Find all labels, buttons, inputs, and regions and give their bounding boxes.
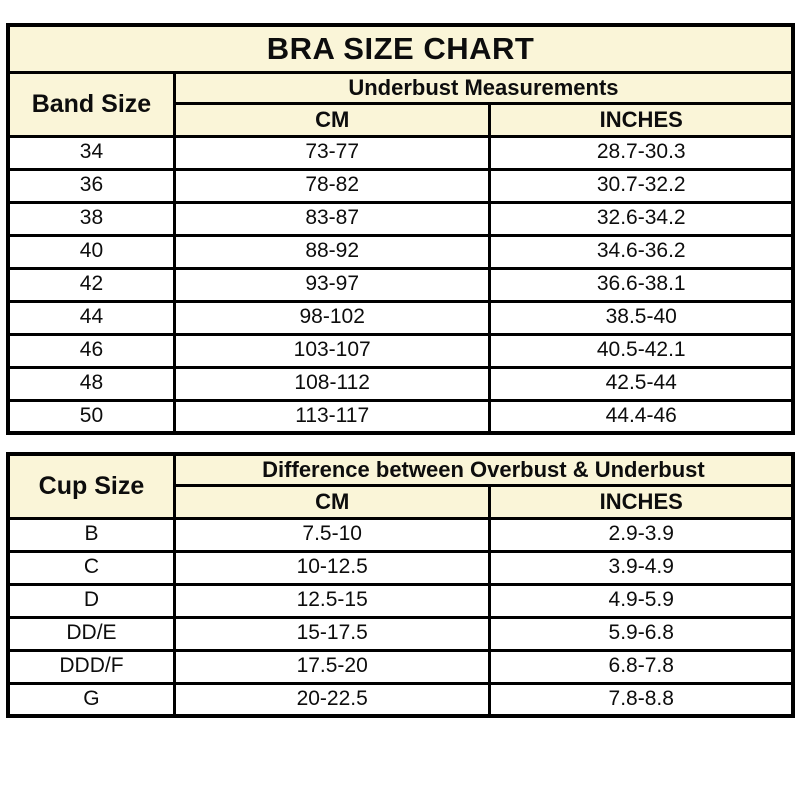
inches-range-value: 38.5-40: [488, 299, 795, 336]
table-row: 50 113-117 44.4-46: [6, 398, 795, 435]
band-size-value: 34: [6, 134, 176, 171]
title-row: BRA SIZE CHART: [6, 23, 795, 74]
inches-range-value: 5.9-6.8: [488, 615, 795, 652]
inches-range-value: 4.9-5.9: [488, 582, 795, 619]
sub-header-row: CM INCHES: [8, 101, 795, 138]
band-size-value: 44: [6, 299, 176, 336]
table-row: 38 83-87 32.6-34.2: [6, 200, 795, 237]
table-row: D 12.5-15 4.9-5.9: [6, 582, 795, 619]
cm-range-value: 98-102: [172, 299, 492, 336]
cm-range-value: 113-117: [172, 398, 492, 435]
difference-overbust-underbust-header: Difference between Overbust & Underbust: [172, 452, 795, 487]
band-size-value: 42: [6, 266, 176, 303]
table-row: 48 108-112 42.5-44: [6, 365, 795, 402]
inches-range-value: 7.8-8.8: [488, 681, 795, 718]
table-row: B 7.5-10 2.9-3.9: [6, 516, 795, 553]
cm-range-value: 103-107: [172, 332, 492, 369]
table-row: DD/E 15-17.5 5.9-6.8: [6, 615, 795, 652]
table-row: 42 93-97 36.6-38.1: [6, 266, 795, 303]
table-row: G 20-22.5 7.8-8.8: [6, 681, 795, 718]
band-size-header: Band Size: [6, 70, 176, 138]
sub-header-row: CM INCHES: [8, 483, 795, 520]
cm-range-value: 15-17.5: [172, 615, 492, 652]
cup-size-value: B: [6, 516, 176, 553]
band-size-value: 40: [6, 233, 176, 270]
cm-range-value: 88-92: [172, 233, 492, 270]
inches-range-value: 28.7-30.3: [488, 134, 795, 171]
band-size-value: 38: [6, 200, 176, 237]
inches-range-value: 36.6-38.1: [488, 266, 795, 303]
cm-range-value: 7.5-10: [172, 516, 492, 553]
table-row: 46 103-107 40.5-42.1: [6, 332, 795, 369]
inches-column-header: INCHES: [488, 483, 795, 520]
cup-size-value: DD/E: [6, 615, 176, 652]
cup-size-header: Cup Size: [6, 452, 176, 520]
cm-range-value: 20-22.5: [172, 681, 492, 718]
group-header-row: Band Size Underbust Measurements: [6, 70, 795, 138]
cup-size-value: G: [6, 681, 176, 718]
table-row: 44 98-102 38.5-40: [6, 299, 795, 336]
chart-title: BRA SIZE CHART: [6, 23, 795, 74]
cup-size-table: Cup Size Difference between Overbust & U…: [6, 452, 795, 718]
inches-range-value: 40.5-42.1: [488, 332, 795, 369]
cup-size-value: D: [6, 582, 176, 619]
band-size-table: BRA SIZE CHART Band Size Underbust Measu…: [6, 23, 795, 435]
table-row: 34 73-77 28.7-30.3: [6, 134, 795, 171]
band-size-value: 46: [6, 332, 176, 369]
cm-range-value: 12.5-15: [172, 582, 492, 619]
band-size-value: 48: [6, 365, 176, 402]
inches-range-value: 32.6-34.2: [488, 200, 795, 237]
inches-range-value: 44.4-46: [488, 398, 795, 435]
band-size-value: 36: [6, 167, 176, 204]
underbust-measurements-header: Underbust Measurements: [172, 70, 795, 105]
cup-size-value: DDD/F: [6, 648, 176, 685]
cm-range-value: 83-87: [172, 200, 492, 237]
cm-range-value: 73-77: [172, 134, 492, 171]
cm-column-header: CM: [172, 101, 492, 138]
cm-range-value: 78-82: [172, 167, 492, 204]
table-row: 40 88-92 34.6-36.2: [6, 233, 795, 270]
inches-range-value: 34.6-36.2: [488, 233, 795, 270]
table-row: DDD/F 17.5-20 6.8-7.8: [6, 648, 795, 685]
group-header-row: Cup Size Difference between Overbust & U…: [6, 452, 795, 520]
cup-size-value: C: [6, 549, 176, 586]
inches-range-value: 6.8-7.8: [488, 648, 795, 685]
inches-range-value: 3.9-4.9: [488, 549, 795, 586]
cm-range-value: 108-112: [172, 365, 492, 402]
table-row: C 10-12.5 3.9-4.9: [6, 549, 795, 586]
inches-column-header: INCHES: [488, 101, 795, 138]
inches-range-value: 2.9-3.9: [488, 516, 795, 553]
cm-column-header: CM: [172, 483, 492, 520]
cm-range-value: 93-97: [172, 266, 492, 303]
band-size-value: 50: [6, 398, 176, 435]
cm-range-value: 17.5-20: [172, 648, 492, 685]
inches-range-value: 42.5-44: [488, 365, 795, 402]
table-row: 36 78-82 30.7-32.2: [6, 167, 795, 204]
inches-range-value: 30.7-32.2: [488, 167, 795, 204]
cm-range-value: 10-12.5: [172, 549, 492, 586]
